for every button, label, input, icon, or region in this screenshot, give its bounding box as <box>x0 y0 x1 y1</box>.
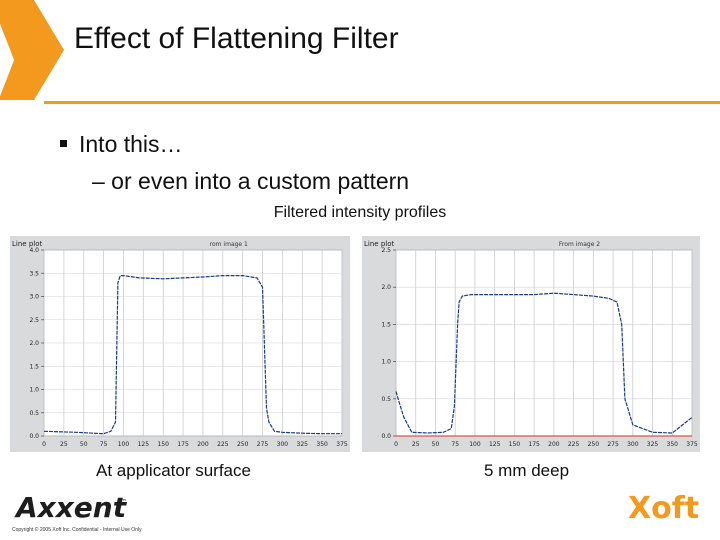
y-tick-label: 0.0 <box>381 433 391 440</box>
title-divider <box>44 101 720 104</box>
figure-caption: Filtered intensity profiles <box>273 204 447 221</box>
x-tick-label: 225 <box>217 441 229 448</box>
x-tick-label: 75 <box>100 441 108 448</box>
y-tick-label: 1.5 <box>381 321 391 328</box>
x-tick-label: 250 <box>588 441 600 448</box>
x-tick-label: 300 <box>277 441 289 448</box>
y-tick-label: 2.0 <box>381 284 391 291</box>
trademark-mark: ™ <box>120 498 127 506</box>
y-tick-label: 0.5 <box>381 396 391 403</box>
orange-chevron-icon <box>0 0 64 100</box>
image-title: From image 2 <box>559 241 600 248</box>
line-plot-2: Line plot From image 2 0 25 50 75 100 125 150 175… <box>362 236 700 452</box>
y-tick-label: 3.5 <box>29 270 39 277</box>
x-tick-label: 250 <box>237 441 249 448</box>
panel-title: Line plot <box>364 240 394 248</box>
xoft-logo-text: Xoft <box>628 491 699 524</box>
x-tick-label: 175 <box>177 441 189 448</box>
x-tick-label: 350 <box>667 441 679 448</box>
y-tick-label: 1.0 <box>381 359 391 366</box>
xoft-logo: Xoft <box>628 491 699 524</box>
plot-2-label: 5 mm deep <box>484 461 570 480</box>
line-plot-1: Line plot rom image 1 0 25 50 75 100 125 150 175 2… <box>10 236 350 452</box>
panel-title: Line plot <box>12 240 42 248</box>
y-tick-label: 3.0 <box>29 294 39 301</box>
copyright-notice: Copyright © 2005 Xoft Inc. Confidential … <box>12 527 142 533</box>
y-tick-label: 0.0 <box>29 433 39 440</box>
y-tick-label: 0.5 <box>29 410 39 417</box>
y-tick-label: 2.0 <box>29 340 39 347</box>
x-tick-label: 150 <box>509 441 521 448</box>
x-tick-label: 25 <box>412 441 420 448</box>
plot-1-label: At applicator surface <box>96 461 251 480</box>
x-tick-label: 100 <box>118 441 130 448</box>
x-tick-label: 375 <box>686 441 698 448</box>
y-tick-label: 2.5 <box>381 247 391 254</box>
series-line <box>43 274 342 435</box>
x-tick-label: 0 <box>394 441 398 448</box>
y-tick-label: 4.0 <box>29 247 39 254</box>
x-tick-label: 125 <box>489 441 501 448</box>
x-tick-label: 225 <box>568 441 580 448</box>
x-tick-label: 300 <box>627 441 639 448</box>
x-tick-label: 75 <box>451 441 459 448</box>
x-tick-label: 50 <box>80 441 88 448</box>
x-tick-label: 350 <box>316 441 328 448</box>
image-title: rom image 1 <box>210 241 248 248</box>
x-tick-label: 325 <box>647 441 659 448</box>
axxent-logo-text: Axxent <box>14 491 128 522</box>
y-tick-label: 1.5 <box>29 363 39 370</box>
x-tick-label: 0 <box>42 441 46 448</box>
axxent-logo: Axxent ™ <box>14 491 128 522</box>
x-tick-label: 175 <box>528 441 540 448</box>
bullet-text: Into this… <box>79 131 183 157</box>
x-tick-label: 275 <box>257 441 269 448</box>
y-tick-label: 2.5 <box>29 317 39 324</box>
x-tick-label: 150 <box>157 441 169 448</box>
x-tick-label: 100 <box>469 441 481 448</box>
series-line <box>395 292 693 434</box>
x-tick-label: 200 <box>548 441 560 448</box>
bullet-item: Into this… <box>60 131 183 158</box>
square-bullet-icon <box>60 140 67 147</box>
sub-bullet-item: – or even into a custom pattern <box>92 168 410 194</box>
x-tick-label: 50 <box>432 441 440 448</box>
x-tick-label: 25 <box>60 441 68 448</box>
plot-area <box>395 249 693 437</box>
x-tick-label: 325 <box>297 441 309 448</box>
x-tick-label: 125 <box>138 441 150 448</box>
slide-title: Effect of Flattening Filter <box>74 22 399 55</box>
x-tick-label: 200 <box>197 441 209 448</box>
x-tick-label: 275 <box>607 441 619 448</box>
y-tick-label: 1.0 <box>29 387 39 394</box>
x-tick-label: 375 <box>336 441 348 448</box>
